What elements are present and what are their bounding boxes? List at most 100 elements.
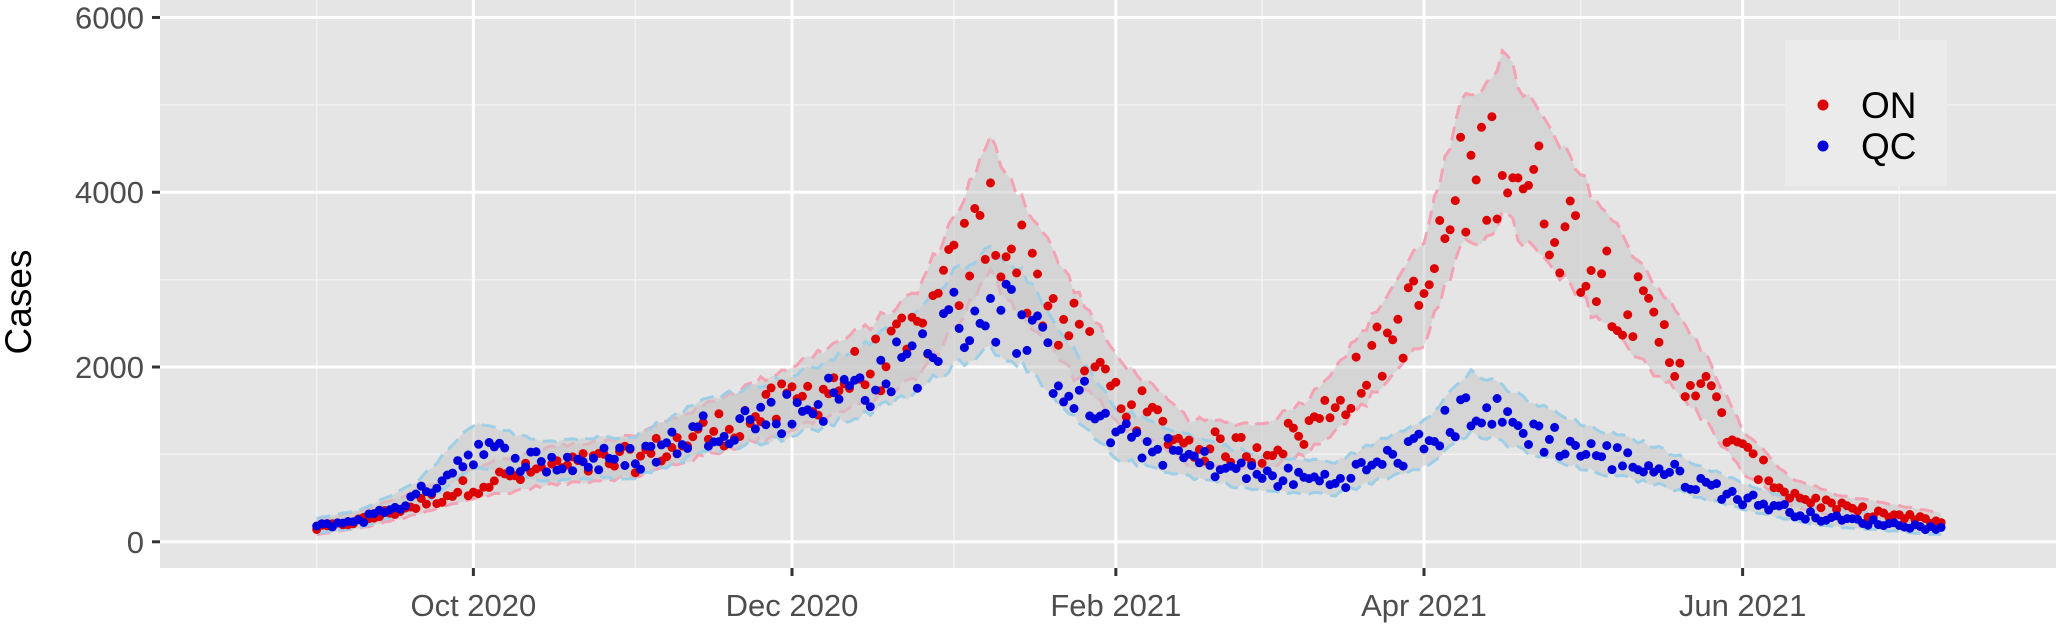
point-qc bbox=[1759, 499, 1768, 509]
point-qc bbox=[818, 416, 828, 426]
point-qc bbox=[1053, 381, 1063, 391]
point-on bbox=[996, 272, 1006, 282]
point-on bbox=[1524, 180, 1533, 190]
point-qc bbox=[766, 397, 776, 407]
point-qc bbox=[463, 450, 473, 460]
point-qc bbox=[698, 411, 708, 421]
point-on bbox=[1403, 283, 1413, 293]
point-qc bbox=[1315, 476, 1324, 486]
point-on bbox=[1497, 171, 1507, 180]
point-qc bbox=[609, 454, 619, 464]
point-on bbox=[1116, 404, 1126, 414]
point-qc bbox=[1022, 345, 1032, 355]
point-qc bbox=[1440, 405, 1450, 415]
point-on bbox=[1080, 366, 1089, 376]
point-qc bbox=[411, 489, 421, 499]
point-on bbox=[484, 482, 494, 492]
point-qc bbox=[683, 443, 692, 453]
point-on bbox=[1503, 188, 1513, 198]
point-on bbox=[724, 424, 734, 434]
point-on bbox=[437, 497, 447, 507]
point-qc bbox=[1038, 322, 1048, 332]
point-qc bbox=[401, 501, 410, 511]
point-qc bbox=[1806, 507, 1815, 517]
point-qc bbox=[1607, 465, 1617, 475]
point-qc bbox=[1012, 349, 1022, 358]
point-qc bbox=[949, 287, 959, 297]
point-qc bbox=[1497, 417, 1507, 427]
point-qc bbox=[824, 373, 834, 383]
point-on bbox=[1074, 319, 1084, 329]
point-on bbox=[850, 346, 860, 356]
point-on bbox=[1858, 502, 1868, 512]
point-on bbox=[803, 381, 813, 391]
point-qc bbox=[1936, 522, 1946, 532]
point-on bbox=[1356, 388, 1366, 398]
point-on bbox=[1471, 175, 1481, 185]
band-upper-qc bbox=[316, 244, 1942, 522]
point-on bbox=[886, 326, 896, 336]
point-on bbox=[489, 476, 499, 486]
point-on bbox=[1638, 286, 1648, 296]
point-qc bbox=[1158, 460, 1168, 470]
point-on bbox=[1001, 252, 1011, 262]
point-on bbox=[1779, 487, 1789, 497]
point-qc bbox=[1477, 418, 1486, 428]
point-qc bbox=[1398, 461, 1408, 471]
point-qc bbox=[505, 466, 515, 476]
point-qc bbox=[1247, 461, 1257, 471]
point-on bbox=[1419, 289, 1429, 298]
point-qc bbox=[1450, 432, 1460, 442]
point-on bbox=[1388, 335, 1398, 345]
point-on bbox=[474, 489, 484, 499]
point-on bbox=[1685, 381, 1695, 390]
point-qc bbox=[1074, 385, 1084, 395]
point-on bbox=[1059, 314, 1069, 324]
x-tick-label: Feb 2021 bbox=[1050, 588, 1181, 623]
point-qc bbox=[1654, 464, 1664, 474]
point-qc bbox=[1033, 311, 1042, 321]
point-on bbox=[766, 383, 776, 393]
point-qc bbox=[991, 337, 1001, 347]
point-on bbox=[458, 476, 468, 486]
point-on bbox=[1717, 408, 1727, 418]
point-qc bbox=[1675, 466, 1685, 476]
point-qc bbox=[996, 305, 1006, 315]
point-on bbox=[1440, 234, 1450, 244]
point-qc bbox=[1320, 469, 1330, 479]
point-on bbox=[1241, 452, 1251, 462]
point-on bbox=[991, 250, 1001, 260]
point-qc bbox=[865, 402, 875, 412]
point-on bbox=[1712, 392, 1721, 402]
point-qc bbox=[1560, 449, 1570, 459]
point-on bbox=[1210, 427, 1220, 437]
point-on bbox=[959, 218, 969, 228]
point-qc bbox=[468, 460, 478, 470]
point-qc bbox=[886, 387, 896, 397]
point-qc bbox=[1586, 439, 1596, 449]
point-qc bbox=[792, 398, 802, 408]
point-on bbox=[1670, 371, 1680, 381]
point-on bbox=[1294, 431, 1304, 441]
point-qc bbox=[881, 379, 891, 389]
point-on bbox=[1257, 458, 1267, 468]
point-on bbox=[933, 288, 943, 298]
point-on bbox=[646, 449, 656, 458]
point-on bbox=[1043, 301, 1053, 311]
point-on bbox=[1372, 322, 1382, 332]
point-on bbox=[1591, 297, 1601, 307]
point-qc bbox=[1581, 449, 1591, 459]
point-qc bbox=[1414, 429, 1424, 439]
point-qc bbox=[448, 468, 457, 478]
point-qc bbox=[959, 343, 969, 353]
point-on bbox=[1184, 435, 1194, 445]
point-qc bbox=[662, 438, 672, 448]
point-on bbox=[1288, 423, 1298, 433]
y-axis: 0 2000 4000 6000 bbox=[75, 0, 160, 560]
point-on bbox=[1111, 377, 1121, 387]
point-on bbox=[1048, 294, 1058, 303]
point-qc bbox=[1174, 446, 1183, 456]
point-on bbox=[1215, 434, 1225, 444]
point-qc bbox=[965, 336, 975, 346]
point-qc bbox=[980, 321, 990, 331]
